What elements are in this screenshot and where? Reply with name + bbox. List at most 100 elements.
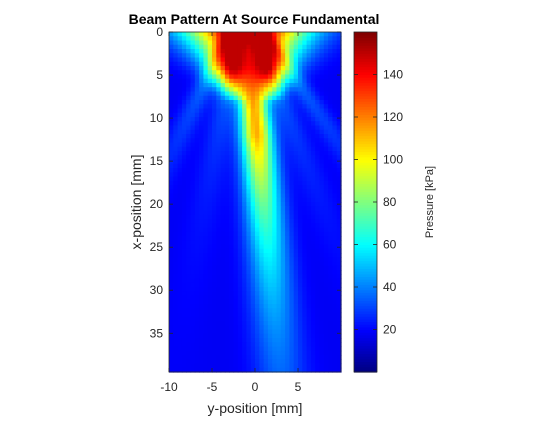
heatmap-cell [276, 270, 282, 275]
heatmap-cell [216, 74, 222, 80]
heatmap-cell [194, 333, 200, 339]
heatmap-cell [190, 197, 196, 203]
heatmap-cell [298, 189, 303, 195]
colorbar-strip [354, 284, 377, 288]
heatmap-cell [194, 40, 200, 46]
heatmap-cell [255, 270, 260, 275]
heatmap-cell [310, 151, 316, 156]
heatmap-cell [332, 240, 338, 246]
heatmap-cell [263, 244, 269, 250]
heatmap-cell [194, 74, 200, 80]
heatmap-cell [306, 87, 312, 93]
heatmap-cell [246, 219, 252, 224]
heatmap-cell [280, 321, 286, 326]
heatmap-cell [207, 312, 213, 318]
heatmap-cell [173, 155, 179, 161]
heatmap-cell [194, 117, 200, 122]
heatmap-cell [220, 278, 226, 284]
heatmap-cell [276, 350, 282, 356]
heatmap-cell [203, 32, 209, 37]
heatmap-cell [181, 338, 187, 343]
heatmap-cell [220, 163, 226, 169]
heatmap-cell [319, 312, 325, 318]
heatmap-cell [229, 91, 235, 97]
heatmap-cell [276, 40, 282, 46]
heatmap-cell [173, 151, 179, 156]
heatmap-cell [255, 53, 260, 59]
heatmap-cell [250, 355, 256, 360]
heatmap-cell [173, 70, 179, 76]
heatmap-cell [242, 36, 247, 42]
heatmap-cell [336, 151, 342, 156]
heatmap-cell [302, 159, 308, 165]
heatmap-cell [289, 57, 295, 63]
heatmap-cell [298, 265, 303, 271]
heatmap-cell [233, 146, 239, 152]
heatmap-cell [177, 206, 183, 212]
heatmap-cell [293, 202, 299, 207]
heatmap-cell [306, 168, 312, 173]
heatmap-cell [177, 142, 183, 148]
heatmap-cell [250, 129, 256, 135]
heatmap-cell [229, 159, 235, 165]
heatmap-cell [310, 342, 316, 348]
heatmap-cell [280, 134, 286, 139]
heatmap-cell [289, 168, 295, 173]
colorbar-strip [354, 265, 377, 270]
heatmap-cell [315, 44, 321, 50]
heatmap-cell [242, 180, 247, 186]
heatmap-cell [173, 78, 179, 84]
heatmap-cell [220, 333, 226, 339]
heatmap-cell [181, 49, 187, 54]
heatmap-cell [280, 304, 286, 309]
heatmap-cell [169, 172, 174, 178]
heatmap-cell [272, 206, 278, 212]
heatmap-cell [237, 253, 243, 258]
heatmap-cell [332, 350, 338, 356]
heatmap-cell [289, 236, 295, 241]
heatmap-cell [276, 49, 282, 54]
heatmap-cell [237, 367, 243, 373]
heatmap-cell [216, 57, 222, 63]
heatmap-cell [169, 304, 174, 309]
heatmap-cell [181, 312, 187, 318]
heatmap-cell [186, 206, 192, 212]
heatmap-cell [285, 53, 290, 59]
heatmap-cell [220, 210, 226, 216]
heatmap-cell [216, 316, 222, 322]
heatmap-cell [169, 66, 174, 71]
heatmap-cell [237, 57, 243, 63]
heatmap-cell [199, 129, 204, 135]
heatmap-cell [190, 265, 196, 271]
heatmap-cell [319, 367, 325, 373]
heatmap-cell [246, 253, 252, 258]
heatmap-cell [207, 57, 213, 63]
heatmap-cell [336, 87, 342, 93]
heatmap-cell [285, 355, 290, 360]
heatmap-cell [259, 91, 265, 97]
heatmap-cell [250, 112, 256, 118]
heatmap-cell [280, 53, 286, 59]
heatmap-cell [229, 312, 235, 318]
colorbar-strip [354, 310, 377, 315]
heatmap-cell [177, 138, 183, 144]
heatmap-cell [190, 363, 196, 369]
heatmap-cell [250, 49, 256, 54]
heatmap-cell [319, 227, 325, 233]
heatmap-cell [207, 278, 213, 284]
heatmap-cell [250, 206, 256, 212]
heatmap-cell [263, 74, 269, 80]
heatmap-cell [237, 363, 243, 369]
heatmap-cell [336, 32, 342, 37]
colorbar-strip [354, 252, 377, 256]
heatmap-cell [169, 355, 174, 360]
heatmap-cell [276, 291, 282, 297]
heatmap-cell [212, 231, 217, 237]
heatmap-cell [203, 214, 209, 220]
heatmap-cell [332, 202, 338, 207]
heatmap-cell [220, 121, 226, 127]
heatmap-cell [336, 257, 342, 263]
heatmap-cell [259, 36, 265, 42]
heatmap-cell [263, 236, 269, 241]
heatmap-cell [293, 125, 299, 131]
